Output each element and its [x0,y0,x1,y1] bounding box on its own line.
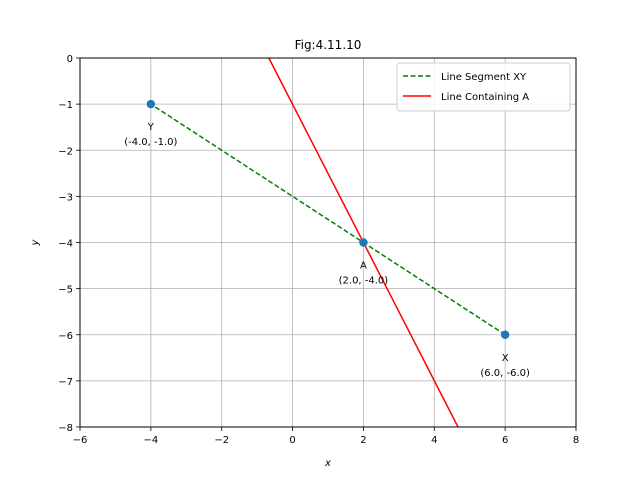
legend: Line Segment XY Line Containing A [396,62,571,112]
ticks-layer: −6 −4 −2 0 2 4 6 8 0 −1 −2 −3 −4 −5 −6 −7 −8 [58,54,579,446]
legend-label: Line Segment XY [441,72,527,83]
x-tick-label: −2 [214,435,229,446]
x-axis-label: x [324,458,331,469]
y-tick-label: −2 [58,146,73,157]
x-tick-label: 6 [502,435,508,446]
y-tick-label: −5 [58,285,73,296]
y-tick-label: −3 [58,192,73,203]
x-tick-label: 8 [573,435,579,446]
x-tick-label: −4 [143,435,158,446]
legend-box [396,62,571,112]
y-tick-label: −4 [58,239,73,250]
x-tick-label: 2 [360,435,366,446]
data-point [359,238,368,247]
point-coord-label: (-4.0, -1.0) [124,137,177,148]
legend-label: Line Containing A [441,92,529,103]
x-tick-label: 0 [289,435,295,446]
point-name-label: A [360,261,367,272]
y-tick-label: 0 [67,54,73,65]
point-coord-label: (6.0, -6.0) [480,368,530,379]
y-axis-label: y [30,238,41,246]
point-name-label: X [502,353,509,364]
points-layer: Y (-4.0, -1.0) A (2.0, -4.0) X (6.0, -6.0) [124,99,530,379]
y-tick-label: −6 [58,331,73,342]
data-point [500,330,510,339]
data-point [146,99,156,109]
x-tick-label: 4 [431,435,437,446]
series-line [150,103,506,336]
x-tick-label: −6 [73,435,88,446]
y-tick-label: −7 [58,377,73,388]
point-name-label: Y [147,122,155,133]
chart-title: Fig:4.11.10 [295,38,362,52]
y-tick-label: −1 [58,100,73,111]
y-tick-label: −8 [58,423,73,434]
point-coord-label: (2.0, -4.0) [339,276,389,287]
